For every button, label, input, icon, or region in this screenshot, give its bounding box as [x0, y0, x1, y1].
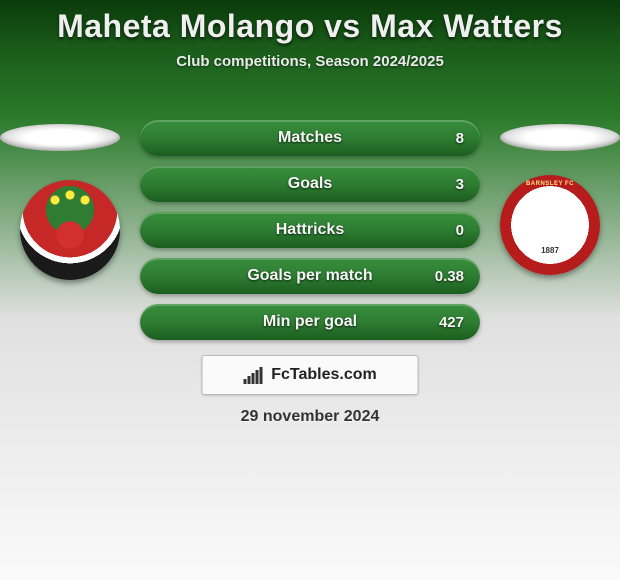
stat-row: Goals per match 0.38	[140, 258, 480, 294]
stat-label: Goals	[140, 166, 480, 202]
stat-row: Hattricks 0	[140, 212, 480, 248]
stat-label: Goals per match	[140, 258, 480, 294]
stat-value-right: 8	[456, 120, 464, 156]
stat-value-right: 0	[456, 212, 464, 248]
date-line: 29 november 2024	[0, 408, 620, 426]
club-crest-left	[20, 180, 120, 280]
stat-row: Matches 8	[140, 120, 480, 156]
comparison-infographic: Maheta Molango vs Max Watters Club compe…	[0, 0, 620, 580]
source-badge: FcTables.com	[202, 355, 419, 395]
stat-row: Min per goal 427	[140, 304, 480, 340]
player-photo-left	[0, 124, 120, 151]
page-title: Maheta Molango vs Max Watters	[0, 0, 620, 45]
club-crest-right	[500, 175, 600, 275]
stat-row: Goals 3	[140, 166, 480, 202]
stat-label: Hattricks	[140, 212, 480, 248]
stat-value-right: 427	[439, 304, 464, 340]
stat-label: Min per goal	[140, 304, 480, 340]
source-label: FcTables.com	[271, 366, 377, 384]
bar-chart-icon	[243, 366, 265, 384]
page-subtitle: Club competitions, Season 2024/2025	[0, 53, 620, 70]
player-photo-right	[500, 124, 620, 151]
stat-value-right: 3	[456, 166, 464, 202]
stat-bars: Matches 8 Goals 3 Hattricks 0 Goals per …	[140, 120, 480, 350]
stat-value-right: 0.38	[435, 258, 464, 294]
stat-label: Matches	[140, 120, 480, 156]
